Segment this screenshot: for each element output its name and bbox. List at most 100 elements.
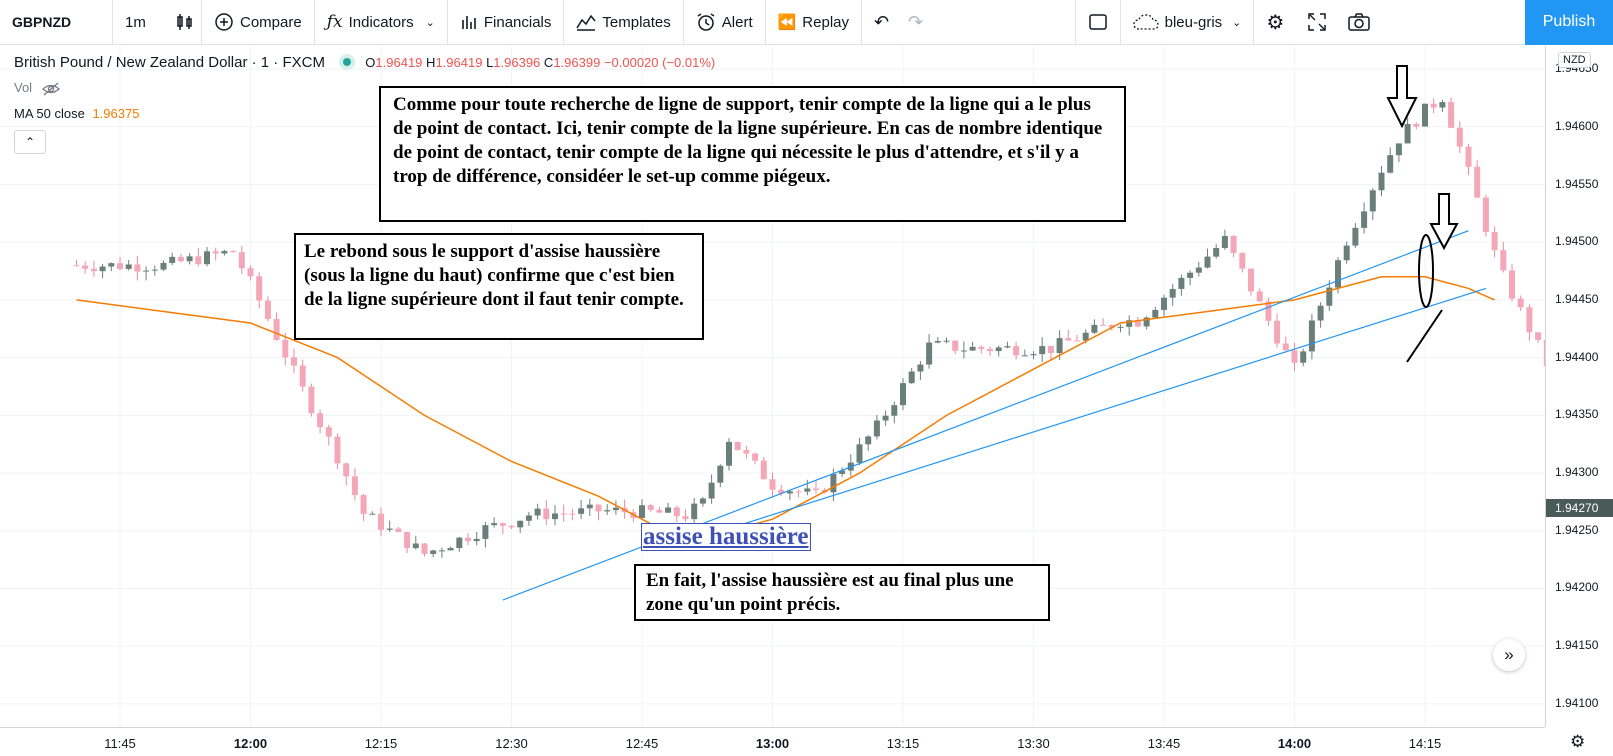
candle-body	[378, 513, 384, 530]
candle-body	[308, 386, 315, 414]
candle-body	[717, 465, 724, 483]
candle-body	[604, 510, 611, 512]
candle-body	[412, 543, 419, 549]
chart-pane[interactable]: British Pound / New Zealand Dollar · 1 ·…	[0, 46, 1545, 727]
candle-body	[1395, 143, 1402, 156]
candle-body	[1308, 320, 1315, 352]
candles-layer	[73, 97, 1545, 558]
ma-legend[interactable]: MA 50 close 1.96375	[14, 106, 139, 121]
high-label: H	[426, 55, 436, 70]
symbol-legend: British Pound / New Zealand Dollar · 1 ·…	[14, 54, 715, 71]
candle-body	[1195, 267, 1202, 273]
candle-body	[1013, 346, 1020, 356]
candle-body	[1178, 277, 1185, 289]
time-axis[interactable]: ⚙ 11:45 12:00 12:15 12:30 12:45 13:00 13:15 13:…	[0, 727, 1585, 756]
gear-icon[interactable]: ⚙	[1570, 732, 1586, 751]
symbol-label: GBPNZD	[12, 14, 72, 30]
candle-body	[1474, 166, 1481, 198]
indicators-button[interactable]: ƒx Indicators ⌄	[315, 0, 447, 45]
candle-body	[699, 498, 706, 504]
candle-body	[247, 268, 254, 277]
price-tick-label: 1.94400	[1555, 349, 1599, 364]
candle-body	[969, 346, 976, 351]
interval-button[interactable]: 1m	[113, 0, 163, 45]
candles-icon	[175, 12, 195, 32]
compare-button[interactable]: Compare	[202, 0, 314, 45]
candle-body	[395, 528, 402, 532]
candle-body	[82, 265, 89, 269]
note-rebound: Le rebond sous le support d'assise hauss…	[294, 233, 704, 340]
financials-button[interactable]: Financials	[448, 0, 564, 45]
snapshot-button[interactable]	[1338, 0, 1380, 45]
candle-body	[960, 350, 967, 352]
gear-icon: ⚙	[1266, 11, 1285, 34]
candle-body	[1369, 190, 1376, 212]
function-icon: ƒx	[326, 12, 343, 32]
undo-button[interactable]: ↶	[862, 0, 896, 45]
candle-body	[525, 515, 532, 521]
candle-body	[900, 383, 906, 406]
change-value: −0.00020 (−0.01%)	[603, 55, 716, 70]
candle-body	[734, 441, 741, 451]
replay-button[interactable]: ⏪ Replay	[766, 0, 861, 45]
chart-type-button[interactable]	[163, 0, 201, 45]
alert-button[interactable]: Alert	[684, 0, 765, 45]
candle-body	[752, 453, 759, 461]
divider	[682, 0, 684, 45]
candle-body	[1317, 305, 1324, 321]
scroll-to-realtime-button[interactable]: »	[1493, 639, 1525, 671]
fullscreen-button[interactable]	[1296, 0, 1338, 45]
candle-body	[813, 488, 819, 490]
layout-button[interactable]	[1076, 0, 1120, 45]
eye-hidden-icon[interactable]	[41, 82, 60, 96]
compare-label: Compare	[240, 13, 302, 31]
time-tick-label: 13:45	[1147, 736, 1181, 751]
candle-body	[1248, 268, 1254, 292]
candle-body	[1047, 346, 1054, 354]
collapse-legend-button[interactable]: ⌃	[14, 130, 46, 154]
candle-body	[447, 548, 454, 551]
candle-body	[99, 266, 106, 272]
price-tick-label: 1.94250	[1555, 522, 1599, 537]
candle-body	[804, 488, 811, 492]
price-chart[interactable]	[0, 46, 1545, 727]
time-tick-label: 13:30	[1017, 736, 1050, 751]
chevron-up-icon: ⌃	[24, 135, 36, 149]
settings-button[interactable]: ⚙	[1254, 0, 1296, 45]
volume-legend[interactable]: Vol	[14, 80, 60, 96]
time-tick-label: 11:45	[104, 736, 136, 751]
alarm-clock-icon	[696, 12, 716, 32]
candle-body	[491, 523, 498, 526]
candle-body	[1422, 103, 1428, 127]
candle-body	[665, 507, 672, 513]
highlight-ellipse	[1418, 234, 1434, 308]
candle-body	[978, 346, 985, 349]
redo-button[interactable]: ↷	[896, 0, 930, 45]
candle-body	[1448, 102, 1455, 128]
candle-body	[369, 513, 376, 515]
candle-body	[517, 520, 524, 528]
publish-button[interactable]: Publish	[1525, 0, 1613, 45]
templates-button[interactable]: Templates	[564, 0, 682, 45]
symbol-search-button[interactable]: GBPNZD	[0, 0, 112, 45]
candle-body	[291, 357, 297, 366]
candle-body	[1187, 272, 1194, 278]
candle-body	[1352, 227, 1359, 246]
candle-body	[1126, 320, 1133, 327]
candle-body	[1465, 146, 1472, 167]
candle-body	[873, 420, 880, 437]
templates-label: Templates	[602, 13, 671, 31]
candle-body	[1004, 346, 1011, 348]
currency-badge: NZD	[1558, 52, 1591, 68]
financials-label: Financials	[483, 13, 552, 31]
candle-body	[1543, 339, 1545, 366]
candle-body	[578, 508, 585, 514]
candle-body	[151, 269, 158, 271]
price-axis[interactable]: NZD 1.94650 1.94600 1.94550 1.94500 1.94450 1…	[1545, 46, 1613, 727]
layout-name-button[interactable]: bleu-gris ⌄	[1121, 0, 1254, 45]
candle-body	[1335, 260, 1341, 288]
candle-body	[438, 550, 445, 552]
time-tick-label: 12:45	[625, 736, 659, 751]
candle-body	[212, 251, 219, 254]
candle-body	[334, 436, 341, 464]
